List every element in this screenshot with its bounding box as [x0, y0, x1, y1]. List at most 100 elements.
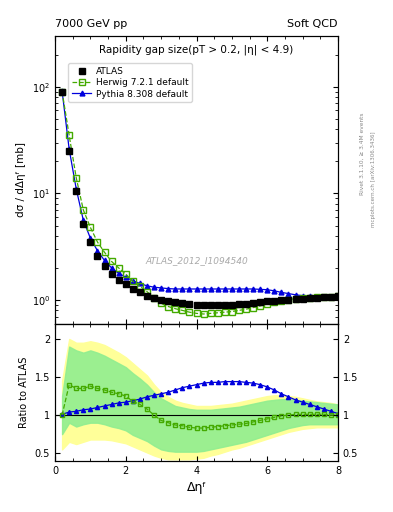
- ATLAS: [300, 295, 305, 302]
- Herwig 7.2.1 default: [123, 271, 128, 277]
- Herwig 7.2.1 default: [138, 283, 142, 289]
- Pythia 8.308 default: [230, 286, 234, 292]
- Herwig 7.2.1 default: [67, 132, 72, 138]
- Herwig 7.2.1 default: [286, 296, 291, 303]
- ATLAS: [272, 297, 277, 304]
- Herwig 7.2.1 default: [173, 306, 178, 312]
- ATLAS: [159, 297, 163, 303]
- ATLAS: [187, 301, 192, 307]
- Herwig 7.2.1 default: [215, 310, 220, 316]
- Herwig 7.2.1 default: [314, 294, 319, 301]
- Pythia 8.308 default: [258, 286, 263, 292]
- Herwig 7.2.1 default: [201, 311, 206, 317]
- ATLAS: [145, 292, 149, 298]
- Pythia 8.308 default: [145, 283, 149, 289]
- Herwig 7.2.1 default: [321, 294, 326, 300]
- Herwig 7.2.1 default: [244, 306, 248, 312]
- Text: Rapidity gap size(pT > 0.2, |η| < 4.9): Rapidity gap size(pT > 0.2, |η| < 4.9): [99, 45, 294, 55]
- Herwig 7.2.1 default: [222, 309, 227, 315]
- ATLAS: [215, 302, 220, 308]
- ATLAS: [307, 295, 312, 301]
- Herwig 7.2.1 default: [237, 307, 241, 313]
- ATLAS: [123, 282, 128, 288]
- Pythia 8.308 default: [208, 286, 213, 292]
- Pythia 8.308 default: [159, 285, 163, 291]
- Herwig 7.2.1 default: [300, 295, 305, 301]
- Pythia 8.308 default: [244, 286, 248, 292]
- Line: Herwig 7.2.1 default: Herwig 7.2.1 default: [59, 89, 341, 316]
- ATLAS: [286, 296, 291, 303]
- Herwig 7.2.1 default: [293, 295, 298, 302]
- Pythia 8.308 default: [166, 286, 171, 292]
- Pythia 8.308 default: [88, 235, 93, 241]
- ATLAS: [60, 89, 64, 95]
- Text: Rivet 3.1.10, ≥ 3.4M events: Rivet 3.1.10, ≥ 3.4M events: [360, 112, 365, 195]
- Herwig 7.2.1 default: [272, 299, 277, 305]
- Pythia 8.308 default: [102, 258, 107, 264]
- ATLAS: [88, 239, 93, 245]
- Herwig 7.2.1 default: [279, 297, 284, 304]
- Pythia 8.308 default: [307, 293, 312, 300]
- ATLAS: [279, 297, 284, 303]
- ATLAS: [81, 221, 86, 227]
- ATLAS: [265, 298, 270, 305]
- Pythia 8.308 default: [116, 270, 121, 276]
- Pythia 8.308 default: [60, 88, 64, 94]
- ATLAS: [67, 148, 72, 154]
- ATLAS: [194, 302, 199, 308]
- Legend: ATLAS, Herwig 7.2.1 default, Pythia 8.308 default: ATLAS, Herwig 7.2.1 default, Pythia 8.30…: [68, 63, 192, 102]
- ATLAS: [138, 289, 142, 295]
- ATLAS: [109, 271, 114, 277]
- Pythia 8.308 default: [265, 287, 270, 293]
- Pythia 8.308 default: [321, 294, 326, 301]
- Text: mcplots.cern.ch [arXiv:1306.3436]: mcplots.cern.ch [arXiv:1306.3436]: [371, 132, 376, 227]
- Y-axis label: dσ / dΔηᶠ [mb]: dσ / dΔηᶠ [mb]: [16, 142, 26, 217]
- ATLAS: [237, 302, 241, 308]
- Herwig 7.2.1 default: [329, 294, 333, 300]
- Herwig 7.2.1 default: [116, 265, 121, 271]
- X-axis label: Δηᶠ: Δηᶠ: [186, 481, 207, 494]
- Herwig 7.2.1 default: [187, 309, 192, 315]
- Text: Soft QCD: Soft QCD: [288, 18, 338, 29]
- Pythia 8.308 default: [286, 290, 291, 296]
- Y-axis label: Ratio to ATLAS: Ratio to ATLAS: [19, 356, 29, 428]
- Herwig 7.2.1 default: [95, 239, 100, 245]
- Pythia 8.308 default: [152, 284, 156, 290]
- ATLAS: [102, 263, 107, 269]
- ATLAS: [244, 301, 248, 307]
- Pythia 8.308 default: [272, 288, 277, 294]
- Pythia 8.308 default: [74, 186, 79, 192]
- ATLAS: [258, 300, 263, 306]
- Pythia 8.308 default: [81, 217, 86, 223]
- Pythia 8.308 default: [95, 248, 100, 254]
- Pythia 8.308 default: [314, 294, 319, 300]
- ATLAS: [201, 303, 206, 309]
- Pythia 8.308 default: [180, 286, 185, 292]
- Pythia 8.308 default: [123, 274, 128, 280]
- Text: ATLAS_2012_I1094540: ATLAS_2012_I1094540: [145, 256, 248, 265]
- Herwig 7.2.1 default: [230, 309, 234, 315]
- Pythia 8.308 default: [173, 286, 178, 292]
- Pythia 8.308 default: [300, 292, 305, 298]
- Line: Pythia 8.308 default: Pythia 8.308 default: [60, 89, 340, 300]
- Herwig 7.2.1 default: [307, 295, 312, 301]
- Pythia 8.308 default: [130, 278, 135, 284]
- Herwig 7.2.1 default: [102, 249, 107, 255]
- Herwig 7.2.1 default: [88, 224, 93, 230]
- Pythia 8.308 default: [194, 286, 199, 292]
- ATLAS: [222, 302, 227, 308]
- Pythia 8.308 default: [329, 294, 333, 301]
- Pythia 8.308 default: [222, 286, 227, 292]
- Pythia 8.308 default: [187, 286, 192, 292]
- Herwig 7.2.1 default: [265, 301, 270, 307]
- ATLAS: [293, 296, 298, 302]
- Herwig 7.2.1 default: [194, 310, 199, 316]
- ATLAS: [180, 301, 185, 307]
- Herwig 7.2.1 default: [159, 301, 163, 307]
- ATLAS: [329, 294, 333, 300]
- Pythia 8.308 default: [138, 281, 142, 287]
- ATLAS: [130, 286, 135, 292]
- Herwig 7.2.1 default: [208, 310, 213, 316]
- Herwig 7.2.1 default: [258, 303, 263, 309]
- Herwig 7.2.1 default: [336, 293, 340, 300]
